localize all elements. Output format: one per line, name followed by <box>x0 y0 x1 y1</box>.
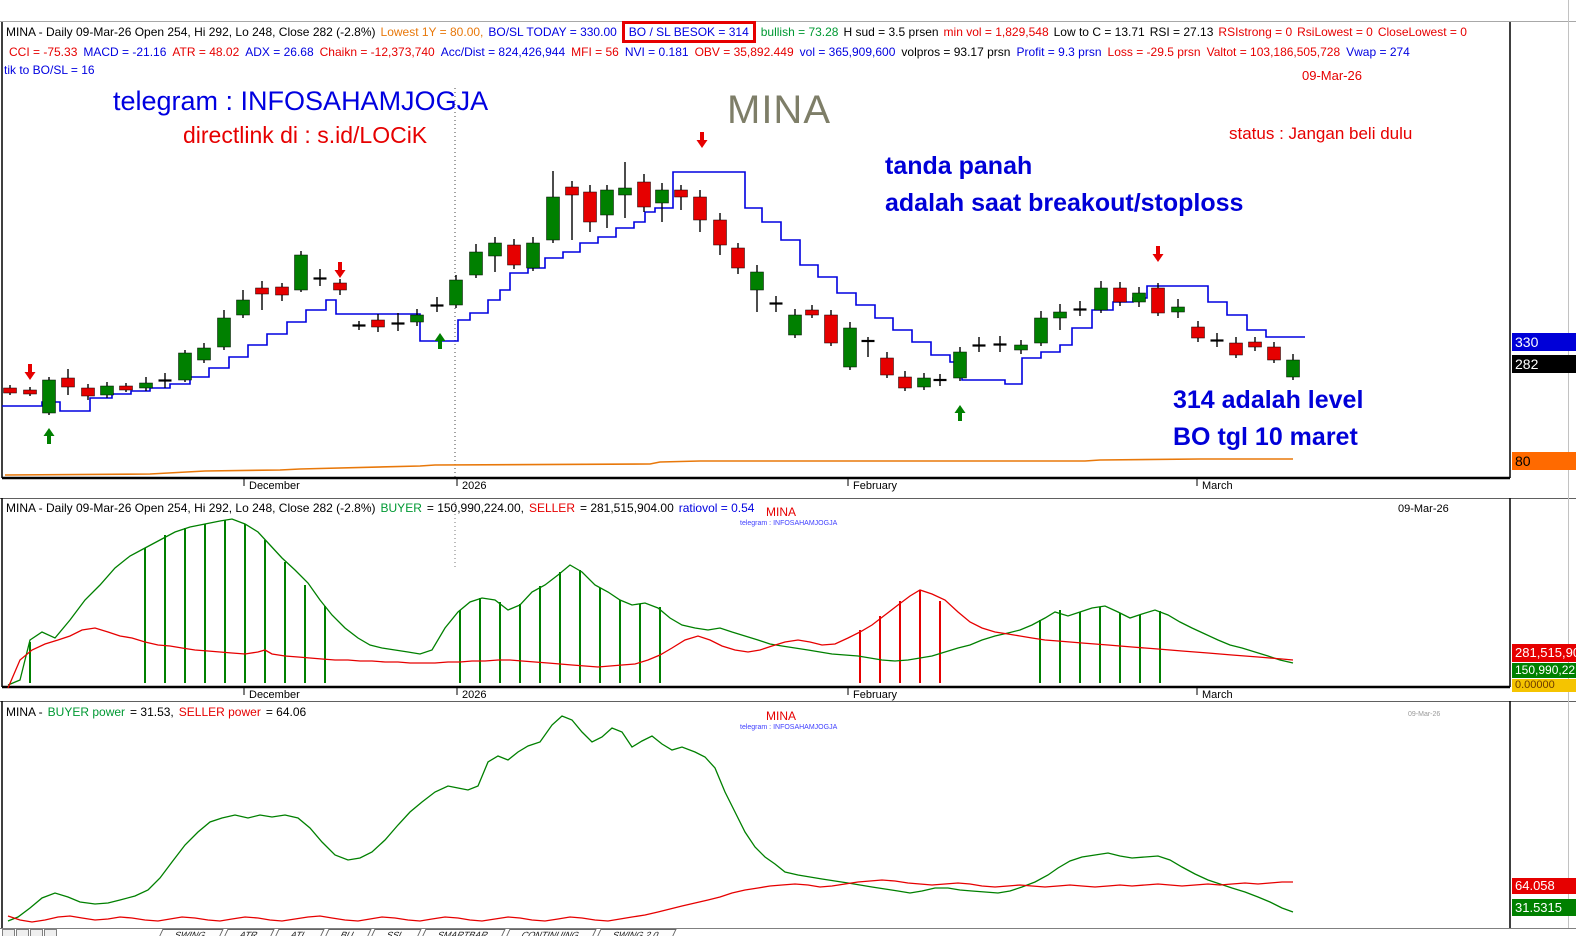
arrow-note-line2: adalah saat breakout/stoploss <box>885 189 1244 217</box>
indicator-readout: Valtot = 103,186,505,728 <box>1206 45 1341 59</box>
indicator-readout: CCI = -75.33 <box>9 45 78 59</box>
indicator-readout: ADX = 26.68 <box>245 45 314 59</box>
indicator-readout: tik to BO/SL = 16 <box>4 63 95 77</box>
indicator-readout: = 281,515,904.00 <box>579 501 674 515</box>
sheet-tab[interactable]: SWING 2.0 <box>595 929 677 936</box>
axis-value-label: 282 <box>1512 355 1576 373</box>
axis-value-label: 80 <box>1512 452 1576 470</box>
indicator-readout: ratiovol = 0.54 <box>678 501 755 515</box>
price-header-line2: CCI = -75.33 MACD = -21.16 ATR = 48.02 ADX … <box>9 45 1416 59</box>
telegram-annotation: telegram : INFOSAHAMJOGJA <box>113 86 489 116</box>
indicator-readout: = 31.53, <box>130 705 174 719</box>
level-note-line1: 314 adalah level <box>1173 386 1364 414</box>
volume-watermark-sub: telegram : INFOSAHAMJOGJA <box>740 520 838 527</box>
indicator-readout: RSI = 27.13 <box>1149 25 1214 39</box>
volume-watermark: MINA <box>766 505 796 519</box>
sheet-tab[interactable]: ATL <box>273 929 325 936</box>
power-watermark-sub: telegram : INFOSAHAMJOGJA <box>740 724 838 731</box>
indicator-readout: min vol = 1,829,548 <box>943 25 1049 39</box>
volume-header: MINA - Daily 09-Mar-26 Open 254, Hi 292,… <box>6 501 759 515</box>
indicator-readout: RsiLowest = 0 <box>1297 25 1373 39</box>
x-axis-label: December <box>249 689 300 701</box>
level-note-line2: BO tgl 10 maret <box>1173 423 1358 451</box>
sheet-tab[interactable]: ATR <box>221 929 275 936</box>
x-axis-label: 2026 <box>462 689 487 701</box>
indicator-readout: = 64.06 <box>265 705 307 719</box>
sheet-tab[interactable]: SMARTBAR <box>420 929 506 936</box>
indicator-readout: bullish = 73.28 <box>760 25 839 39</box>
indicator-readout: Low to C = 13.71 <box>1053 25 1145 39</box>
symbol-watermark: MINA <box>727 88 831 132</box>
axis-value-label: 281,515,90 <box>1512 644 1576 662</box>
indicator-readout: Chaikn = -12,373,740 <box>319 45 435 59</box>
window-top-border <box>0 21 1576 22</box>
indicator-readout: ATR = 48.02 <box>172 45 240 59</box>
indicator-readout: volpros = 93.17 prsn <box>901 45 1011 59</box>
indicator-readout: NVI = 0.181 <box>624 45 689 59</box>
axis-value-label: 31.5315 <box>1512 899 1576 916</box>
indicator-readout: Loss = -29.5 prsn <box>1107 45 1201 59</box>
sheet-tab-bar: SWING ATR ATL BU SSL SMARTBAR CONTINUING SWING … <box>0 928 1576 936</box>
indicator-readout: SELLER <box>528 501 575 515</box>
x-axis-label: December <box>249 480 300 492</box>
indicator-readout: SELLER power <box>178 705 261 719</box>
price-date-label: 09-Mar-26 <box>1302 68 1362 83</box>
indicator-readout: BO/SL TODAY = 330.00 <box>488 25 617 39</box>
x-axis-label: 2026 <box>462 480 487 492</box>
sheet-tab[interactable]: CONTINUING <box>504 929 597 936</box>
price-header-line1: MINA - Daily 09-Mar-26 Open 254, Hi 292,… <box>6 21 1472 43</box>
indicator-readout: MINA - Daily 09-Mar-26 Open 254, Hi 292,… <box>6 501 376 515</box>
power-header: MINA - BUYER power = 31.53, SELLER power = 6… <box>6 705 311 719</box>
price-chart-canvas[interactable] <box>0 0 1576 498</box>
indicator-readout: MINA - <box>6 705 43 719</box>
indicator-readout: vol = 365,909,600 <box>799 45 896 59</box>
indicator-readout: BUYER <box>380 501 422 515</box>
indicator-readout: H sud = 3.5 prsen <box>843 25 939 39</box>
indicator-readout: Lowest 1Y = 80.00, <box>380 25 484 39</box>
indicator-readout: BUYER power <box>47 705 126 719</box>
indicator-readout: OBV = 35,892.449 <box>694 45 794 59</box>
axis-value-label: 150,990,22 <box>1512 663 1576 678</box>
axis-value-label: 64.058 <box>1512 878 1576 894</box>
indicator-readout: MFI = 56 <box>571 45 619 59</box>
indicator-readout: Vwap = 274 <box>1346 45 1410 59</box>
indicator-readout: CloseLowest = 0 <box>1377 25 1467 39</box>
sheet-tab[interactable]: SWING <box>157 929 224 936</box>
sheet-scroll-prev-button[interactable] <box>16 929 29 936</box>
price-header-line3: tik to BO/SL = 16 <box>4 63 100 77</box>
x-axis-label: March <box>1202 689 1233 701</box>
sheet-tab[interactable]: BU <box>323 929 371 936</box>
volume-x-axis: December 2026 February March <box>0 689 1576 703</box>
indicator-readout: Acc/Dist = 824,426,944 <box>440 45 566 59</box>
indicator-readout: RSIstrong = 0 <box>1218 25 1293 39</box>
status-annotation: status : Jangan beli dulu <box>1229 124 1413 143</box>
x-axis-label: March <box>1202 480 1233 492</box>
price-x-axis: December 2026 February March <box>0 480 1576 494</box>
arrow-note-line1: tanda panah <box>885 152 1033 180</box>
axis-value-label: 330 <box>1512 333 1576 351</box>
sheet-tab[interactable]: SSL <box>369 929 422 936</box>
axis-value-label: 0.00000 <box>1512 679 1576 692</box>
sheet-scroll-next-button[interactable] <box>30 929 43 936</box>
power-date-label: 09-Mar-26 <box>1408 711 1441 718</box>
indicator-readout: = 150,990,224.00, <box>426 501 524 515</box>
x-axis-label: February <box>853 480 898 492</box>
power-watermark: MINA <box>766 709 796 723</box>
sheet-scroll-first-button[interactable] <box>2 929 15 936</box>
directlink-annotation: directlink di : s.id/LOCiK <box>183 122 428 148</box>
x-axis-label: February <box>853 689 898 701</box>
volume-date-label: 09-Mar-26 <box>1398 503 1449 515</box>
indicator-readout: MACD = -21.16 <box>83 45 167 59</box>
indicator-readout: MINA - Daily 09-Mar-26 Open 254, Hi 292,… <box>6 25 376 39</box>
indicator-readout: BO / SL BESOK = 314 <box>621 21 756 43</box>
indicator-readout: Profit = 9.3 prsn <box>1016 45 1102 59</box>
sheet-scroll-last-button[interactable] <box>44 929 57 936</box>
